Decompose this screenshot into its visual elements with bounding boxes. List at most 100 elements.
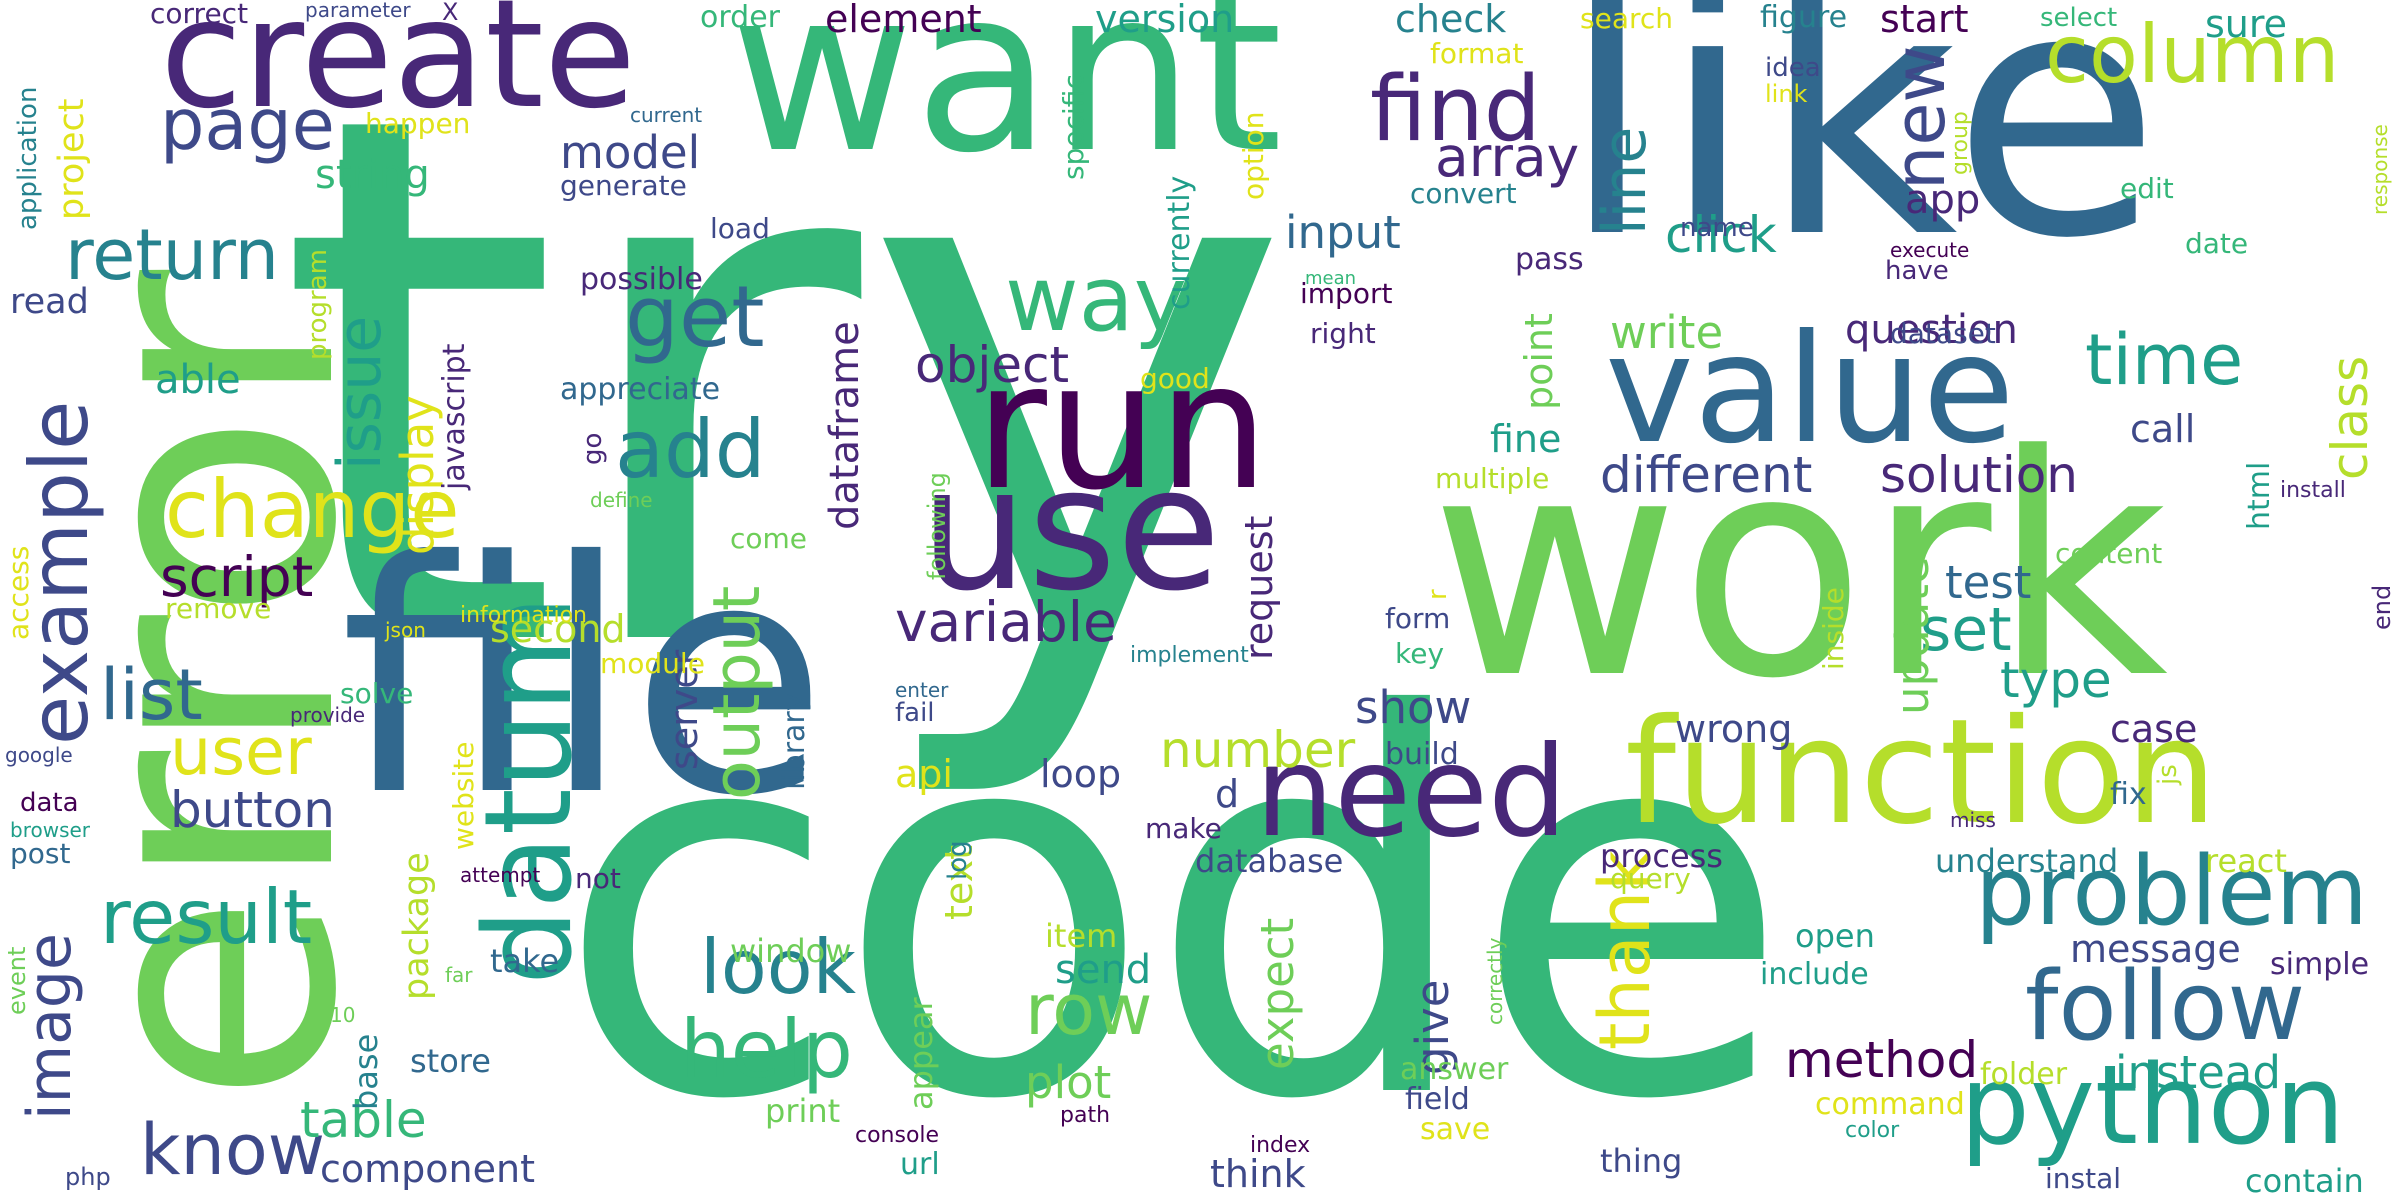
word-thing: thing: [1600, 1142, 1683, 1180]
word-like: like: [1560, 0, 2167, 313]
word-multiple: multiple: [1435, 462, 1550, 495]
word-open: open: [1795, 917, 1875, 955]
word-point: point: [1517, 313, 1561, 410]
word-instead: instead: [2115, 1046, 2281, 1099]
word-return: return: [65, 214, 280, 296]
word-object: object: [915, 336, 1070, 394]
word-list: list: [100, 654, 203, 736]
word-command: command: [1815, 1087, 1965, 1122]
word-user: user: [170, 715, 312, 790]
word-have: have: [1885, 256, 1949, 286]
word-test: test: [1945, 556, 2032, 609]
word-mean: mean: [1305, 268, 1357, 289]
word-method: method: [1785, 1031, 1979, 1089]
word-look: look: [700, 923, 857, 1011]
word-solution: solution: [1880, 446, 2078, 504]
word-js: js: [2153, 764, 2183, 785]
word-show: show: [1355, 681, 1472, 734]
word-implement: implement: [1130, 643, 1249, 668]
word-data: data: [20, 788, 79, 818]
word-generate: generate: [560, 169, 687, 202]
word-content: content: [2055, 537, 2163, 570]
word-provide: provide: [290, 703, 366, 727]
word-end: end: [2368, 584, 2396, 630]
word-different: different: [1600, 446, 1813, 504]
word-search: search: [1580, 2, 1674, 35]
word-type: type: [2000, 651, 2112, 709]
word-name: name: [1680, 213, 1754, 243]
word-try: try: [275, 0, 1294, 810]
word-question: question: [1845, 307, 2018, 353]
word-issue: issue: [325, 315, 395, 470]
word-item: item: [1045, 917, 1118, 955]
word-know: know: [140, 1109, 325, 1191]
word-access: access: [2, 545, 35, 640]
word-read: read: [10, 282, 89, 322]
word-go: go: [578, 432, 608, 465]
word-able: able: [155, 357, 241, 403]
word-app: app: [1905, 177, 1981, 223]
word-link: link: [1765, 80, 1808, 108]
word-line: line: [1590, 126, 1660, 235]
word-project: project: [52, 98, 92, 220]
word-string: string: [315, 152, 430, 198]
word-load: load: [710, 212, 770, 245]
word-pass: pass: [1515, 242, 1584, 277]
word-event: event: [3, 946, 31, 1015]
word-folder: folder: [1980, 1057, 2068, 1092]
word-process: process: [1600, 837, 1723, 875]
word-javascript: javascript: [437, 343, 472, 490]
word-class: class: [2321, 355, 2379, 480]
word-way: way: [1005, 247, 1188, 352]
word-call: call: [2130, 407, 2196, 451]
word-page: page: [160, 84, 335, 166]
word-take: take: [490, 942, 560, 980]
word-option: option: [1237, 111, 1270, 200]
word-information: information: [460, 603, 587, 628]
word-query: query: [1610, 862, 1691, 895]
word-figure: figure: [1760, 0, 1848, 35]
word-order: order: [700, 0, 780, 35]
word-fix: fix: [2110, 777, 2147, 812]
word-10: 10: [330, 1003, 356, 1027]
word-html: html: [2242, 461, 2277, 530]
word-column: column: [2045, 8, 2340, 101]
word-datum: datum: [460, 595, 599, 985]
word-store: store: [410, 1042, 491, 1080]
word-follow: follow: [2025, 952, 2306, 1062]
word-come: come: [730, 522, 808, 555]
word-case: case: [2110, 707, 2198, 751]
word-python: python: [1960, 1041, 2345, 1169]
word-work: work: [1430, 390, 2169, 745]
word-format: format: [1430, 37, 1524, 70]
word-specific: specific: [1057, 74, 1090, 180]
word-component: component: [320, 1147, 535, 1191]
word-api: api: [895, 752, 953, 796]
word-attempt: attempt: [460, 863, 541, 887]
word-edit: edit: [2120, 172, 2174, 205]
word-version: version: [1095, 0, 1235, 41]
word-parameter: parameter: [305, 0, 411, 22]
word-appear: appear: [902, 997, 940, 1110]
word-miss: miss: [1950, 808, 1996, 832]
word-appreciate: appreciate: [560, 372, 721, 407]
word-model: model: [560, 126, 701, 179]
word-input: input: [1285, 206, 1401, 259]
word-convert: convert: [1410, 177, 1517, 210]
word-r: r: [1423, 589, 1453, 600]
word-result: result: [100, 873, 313, 961]
word-dataset: dataset: [1890, 317, 1996, 350]
word-possible: possible: [580, 262, 703, 297]
word-function: function: [1625, 688, 2218, 857]
word-element: element: [825, 0, 982, 41]
word-loop: loop: [1040, 752, 1122, 796]
word-value: value: [1605, 303, 2015, 477]
word-idea: idea: [1765, 53, 1821, 83]
word-application: application: [13, 86, 43, 230]
word-script: script: [160, 545, 314, 609]
word-inside: inside: [1817, 587, 1850, 670]
word-row: row: [1025, 969, 1153, 1051]
word-create: create: [160, 0, 637, 142]
word-display: display: [391, 395, 444, 555]
word-install: install: [2280, 478, 2346, 503]
